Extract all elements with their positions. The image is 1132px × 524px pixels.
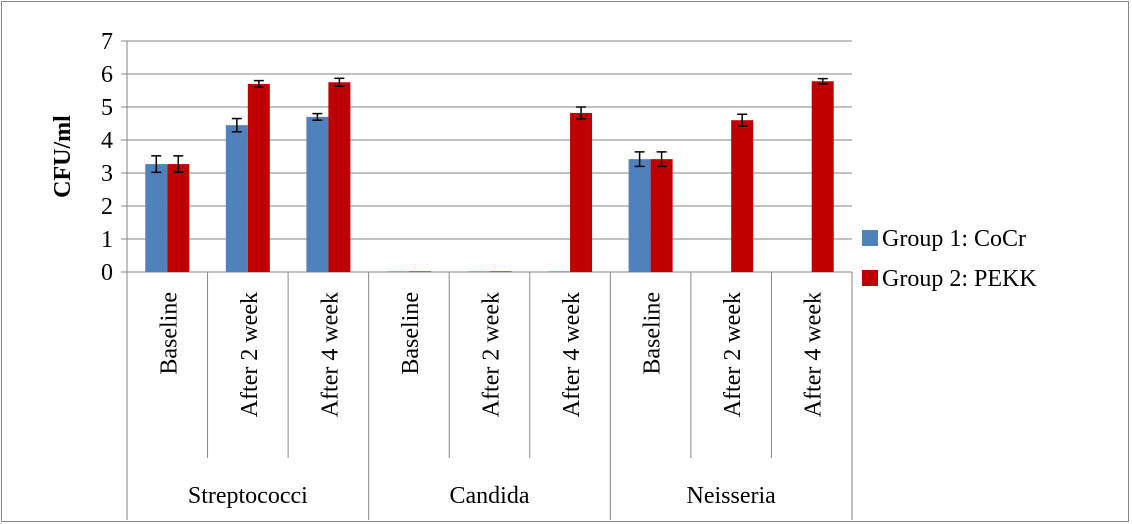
y-tick-label: 3 bbox=[101, 161, 113, 187]
category-label: Baseline bbox=[156, 292, 182, 375]
bar bbox=[247, 83, 270, 273]
group-label: Streptococci bbox=[188, 483, 308, 509]
bar bbox=[489, 271, 512, 272]
legend: Group 1: CoCr Group 2: PEKK bbox=[862, 226, 1037, 292]
category-label: After 4 week bbox=[559, 292, 585, 417]
axis-labels: 0 1 2 3 4 5 6 7 Baseline After 2 week After 4 week… bbox=[101, 29, 827, 509]
legend-swatch-group-1 bbox=[862, 230, 878, 246]
group-label: Candida bbox=[450, 483, 530, 509]
axes bbox=[121, 40, 853, 520]
bar bbox=[328, 82, 351, 272]
bars bbox=[145, 81, 834, 273]
y-tick-label: 6 bbox=[101, 62, 113, 88]
category-label: After 2 week bbox=[479, 292, 505, 417]
category-label: Baseline bbox=[640, 292, 666, 375]
bar bbox=[570, 112, 593, 272]
bar bbox=[650, 159, 673, 272]
category-label: After 4 week bbox=[801, 292, 827, 417]
legend-label-group-1: Group 1: CoCr bbox=[882, 226, 1026, 252]
group-label: Neisseria bbox=[687, 483, 777, 509]
bar bbox=[167, 164, 190, 272]
category-label: After 2 week bbox=[720, 292, 746, 417]
bar bbox=[408, 271, 431, 272]
bar bbox=[467, 271, 490, 272]
bar bbox=[225, 125, 248, 273]
y-tick-label: 7 bbox=[101, 29, 113, 55]
category-label: After 2 week bbox=[237, 292, 263, 417]
bar bbox=[731, 120, 754, 272]
bar bbox=[306, 116, 329, 273]
category-label: After 4 week bbox=[317, 292, 343, 417]
bar bbox=[145, 164, 168, 272]
bar bbox=[386, 271, 409, 272]
category-label: Baseline bbox=[398, 292, 424, 375]
y-tick-label: 1 bbox=[101, 227, 113, 253]
y-tick-label: 5 bbox=[101, 95, 113, 121]
y-tick-label: 0 bbox=[101, 260, 113, 286]
y-tick-label: 4 bbox=[101, 128, 113, 154]
bar bbox=[811, 81, 834, 272]
bar bbox=[548, 271, 571, 272]
legend-label-group-2: Group 2: PEKK bbox=[882, 266, 1037, 292]
y-axis-label: CFU/ml bbox=[50, 115, 76, 198]
error-bars bbox=[151, 77, 828, 174]
y-tick-label: 2 bbox=[101, 194, 113, 220]
legend-swatch-group-2 bbox=[862, 270, 878, 286]
bar bbox=[628, 159, 651, 272]
